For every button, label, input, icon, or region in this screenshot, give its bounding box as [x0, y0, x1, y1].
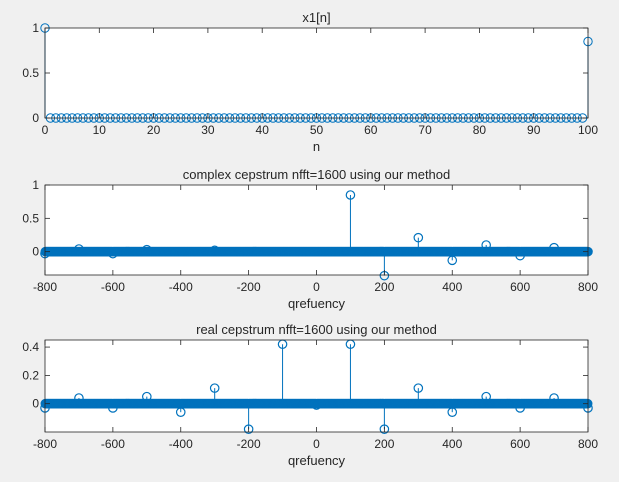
axes-1-background — [45, 28, 588, 118]
x-tick-label: 80 — [473, 123, 487, 137]
x-tick-label: 60 — [364, 123, 378, 137]
axes-2-ticks: -800 -600 -400 -200 0 200 400 600 800 0 0.5 1 — [22, 178, 598, 294]
y-tick-label: 1 — [32, 21, 39, 35]
x-tick-label: 0 — [42, 123, 49, 137]
chart-1-title: x1[n] — [302, 10, 330, 25]
axes-1-box — [44, 27, 589, 119]
x-tick-label: 90 — [527, 123, 541, 137]
axes-3-marks — [40, 339, 593, 434]
axes-2-box — [44, 184, 589, 276]
x-tick-label: 30 — [201, 123, 215, 137]
chart-2-xlabel: qrefuency — [288, 296, 346, 311]
axes-1-ticks: 0 10 20 30 40 50 60 70 80 90 100 0 0.5 1 — [22, 21, 598, 137]
x-tick-label: -200 — [237, 280, 261, 294]
stem-marker — [345, 190, 356, 200]
x-tick-label: 0 — [313, 280, 320, 294]
y-tick-label: 0.5 — [22, 66, 39, 80]
chart-2-title: complex cepstrum nfft=1600 using our met… — [183, 167, 451, 182]
y-tick-label: 0.5 — [22, 211, 39, 225]
y-tick-label: 1 — [32, 178, 39, 192]
stem-marker — [413, 232, 424, 243]
subplot-2: -800 -600 -400 -200 0 200 400 600 800 0 0.5 1 compl… — [22, 167, 598, 311]
x-tick-label: 70 — [418, 123, 432, 137]
x-tick-label: -800 — [33, 280, 57, 294]
x-tick-label: 400 — [442, 280, 462, 294]
y-tick-label: 0 — [32, 245, 39, 259]
chart-1-xlabel: n — [313, 139, 320, 154]
subplot-1: 0 10 20 30 40 50 60 70 80 90 100 0 0.5 1 x1[n] n — [22, 10, 598, 154]
axes-2-background — [45, 185, 588, 275]
x-tick-label: 100 — [578, 123, 598, 137]
x-tick-label: 600 — [510, 280, 530, 294]
axes-3-background — [45, 340, 588, 432]
x-tick-label: 50 — [310, 123, 324, 137]
y-tick-label: 0 — [32, 111, 39, 125]
x-tick-label: -600 — [101, 280, 125, 294]
x-tick-label: 40 — [256, 123, 270, 137]
x-tick-label: 20 — [147, 123, 161, 137]
x-tick-label: 200 — [374, 280, 394, 294]
x-tick-label: -400 — [169, 280, 193, 294]
x-tick-label: 10 — [93, 123, 107, 137]
stem-marker — [209, 383, 220, 393]
stem-marker — [243, 424, 254, 434]
x-tick-label: 800 — [578, 280, 598, 294]
axes-2-marks — [40, 190, 593, 281]
